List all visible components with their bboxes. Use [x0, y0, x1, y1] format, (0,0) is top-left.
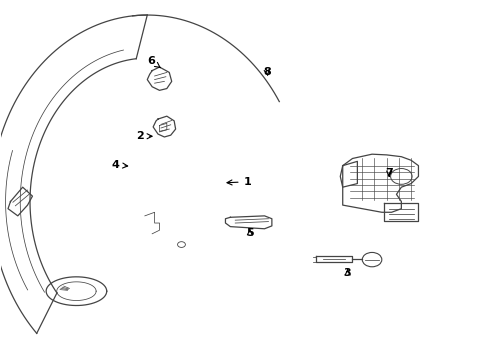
Text: 7: 7 — [385, 168, 393, 178]
Text: 1: 1 — [227, 177, 251, 187]
Text: 5: 5 — [246, 228, 254, 238]
Text: 8: 8 — [263, 67, 271, 77]
Text: 4: 4 — [112, 160, 127, 170]
Text: 6: 6 — [147, 56, 160, 68]
Text: 2: 2 — [136, 131, 152, 141]
Text: 3: 3 — [344, 268, 351, 278]
